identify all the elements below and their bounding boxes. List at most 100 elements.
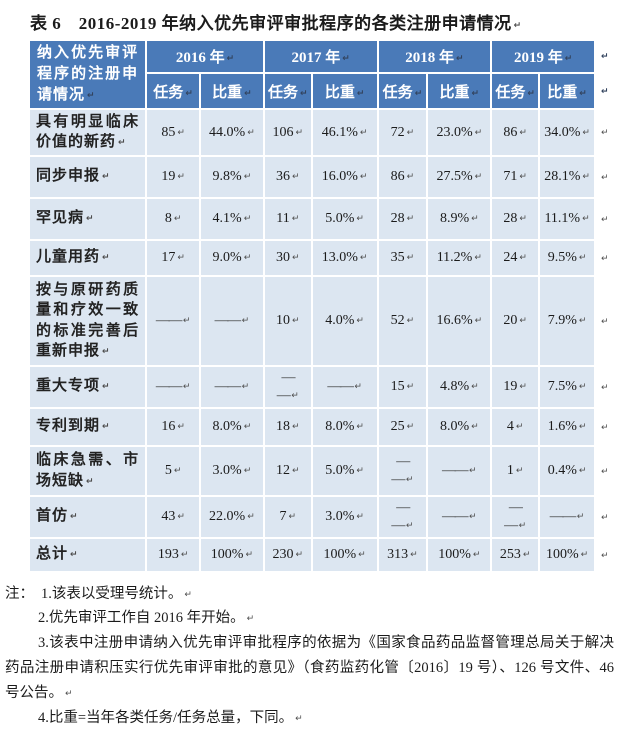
value-cell: 0.4%↵ (539, 446, 595, 496)
cell-end-mark: ↵ (601, 215, 609, 225)
sub-header-cell: 比重↵ (200, 73, 264, 109)
cell-end-mark: ↵ (174, 214, 182, 224)
cell-end-mark: ↵ (579, 422, 587, 432)
cell-text: 24 (503, 250, 517, 265)
cell-text: 首仿 (36, 508, 68, 524)
cell-end-mark: ↵ (577, 512, 585, 522)
value-cell: 20↵ (491, 276, 539, 366)
cell-end-mark: ↵ (471, 214, 479, 224)
row-end-mark: ↵ (595, 446, 619, 496)
row-end-mark: ↵ (595, 198, 619, 240)
cell-text: 2016 年 (176, 50, 225, 66)
cell-end-mark: ↵ (247, 128, 255, 138)
value-cell: 22.0%↵ (200, 496, 264, 538)
value-cell: ——↵ (378, 496, 428, 538)
value-cell: 8↵ (146, 198, 200, 240)
cell-end-mark: ↵ (471, 382, 479, 392)
value-cell: 24↵ (491, 240, 539, 276)
cell-end-mark: ↵ (516, 466, 524, 476)
sub-header-cell: 任务↵ (491, 73, 539, 109)
cell-end-mark: ↵ (87, 91, 96, 101)
value-cell: 100%↵ (539, 538, 595, 572)
value-cell: 100%↵ (200, 538, 264, 572)
cell-text: 8.0% (325, 419, 354, 434)
row-label-cell: 首仿↵ (29, 496, 146, 538)
value-cell: 4.8%↵ (427, 366, 491, 408)
cell-end-mark: ↵ (357, 89, 365, 99)
cell-text: 罕见病 (36, 210, 84, 226)
cell-end-mark: ↵ (407, 422, 415, 432)
value-cell: 25↵ (378, 408, 428, 446)
cell-text: 19 (161, 169, 175, 184)
row-label-cell: 总计↵ (29, 538, 146, 572)
cell-text: 72 (391, 125, 405, 140)
cell-text: 27.5% (436, 169, 472, 184)
row-end-mark: ↵ (595, 538, 619, 572)
cell-end-mark: ↵ (295, 714, 303, 724)
cell-text: 11.1% (544, 211, 580, 226)
value-cell: 18↵ (264, 408, 312, 446)
cell-text: 任务 (383, 85, 413, 101)
cell-end-mark: ↵ (407, 214, 415, 224)
cell-end-mark: ↵ (407, 172, 415, 182)
value-cell: ——↵ (378, 446, 428, 496)
row-label-cell: 同步申报↵ (29, 156, 146, 198)
cell-text: 253 (500, 547, 521, 562)
value-cell: 28↵ (378, 198, 428, 240)
value-cell: 5↵ (146, 446, 200, 496)
cell-end-mark: ↵ (292, 253, 300, 263)
cell-text: 任务 (495, 85, 525, 101)
notes-prefix: 注： (5, 586, 34, 602)
cell-text: 30 (276, 250, 290, 265)
cell-end-mark: ↵ (247, 614, 255, 624)
sub-header-cell: 比重↵ (539, 73, 595, 109)
cell-end-mark: ↵ (527, 89, 535, 99)
cell-text: 7.9% (548, 313, 577, 328)
cell-end-mark: ↵ (296, 550, 304, 560)
cell-text: 5.0% (325, 211, 354, 226)
cell-text: 4 (507, 419, 514, 434)
note-text: 4.比重=当年各类任务/任务总量，下同。 (38, 710, 293, 726)
cell-text: 34.0% (544, 125, 580, 140)
cell-end-mark: ↵ (185, 89, 193, 99)
value-cell: ——↵ (427, 496, 491, 538)
cell-end-mark: ↵ (291, 391, 299, 401)
row-label-cell: 临床急需、市场短缺↵ (29, 446, 146, 496)
cell-end-mark: ↵ (410, 550, 418, 560)
row-end-mark: ↵ (595, 156, 619, 198)
value-cell: 86↵ (378, 156, 428, 198)
cell-text: 86 (391, 169, 405, 184)
cell-text: 19 (503, 379, 517, 394)
cell-text: 0.4% (548, 463, 577, 478)
cell-text: 专利到期 (36, 418, 100, 434)
cell-end-mark: ↵ (86, 214, 95, 224)
cell-end-mark: ↵ (601, 551, 609, 561)
table-notes: 注：1.该表以受理号统计。↵ 2.优先审评工作自 2016 年开始。↵3.该表中… (5, 582, 614, 731)
cell-end-mark: ↵ (406, 521, 414, 531)
cell-end-mark: ↵ (582, 128, 590, 138)
cell-text: —— (550, 509, 575, 524)
cell-end-mark: ↵ (523, 550, 531, 560)
cell-end-mark: ↵ (102, 382, 111, 392)
cell-end-mark: ↵ (242, 382, 250, 392)
cell-end-mark: ↵ (469, 512, 477, 522)
row-end-mark: ↵ (595, 408, 619, 446)
cell-end-mark: ↵ (177, 253, 185, 263)
value-cell: 36↵ (264, 156, 312, 198)
cell-text: 1 (507, 463, 514, 478)
value-cell: ——↵ (312, 366, 378, 408)
cell-end-mark: ↵ (601, 128, 609, 138)
value-cell: 1↵ (491, 446, 539, 496)
corner-header-cell: 纳入优先审评程序的注册申请情况↵ (29, 40, 146, 109)
cell-end-mark: ↵ (65, 689, 73, 699)
cell-text: 儿童用药 (36, 249, 100, 265)
priority-review-table: 纳入优先审评程序的注册申请情况↵2016 年↵2017 年↵2018 年↵201… (28, 39, 620, 573)
table-row: 重大专项↵——↵——↵——↵——↵15↵4.8%↵19↵7.5%↵↵ (29, 366, 619, 408)
cell-text: —— (215, 313, 240, 328)
cell-text: 17 (161, 250, 175, 265)
cell-end-mark: ↵ (244, 253, 252, 263)
cell-end-mark: ↵ (407, 382, 415, 392)
sub-header-cell: 比重↵ (427, 73, 491, 109)
cell-text: —— (215, 379, 240, 394)
cell-end-mark: ↵ (356, 422, 364, 432)
